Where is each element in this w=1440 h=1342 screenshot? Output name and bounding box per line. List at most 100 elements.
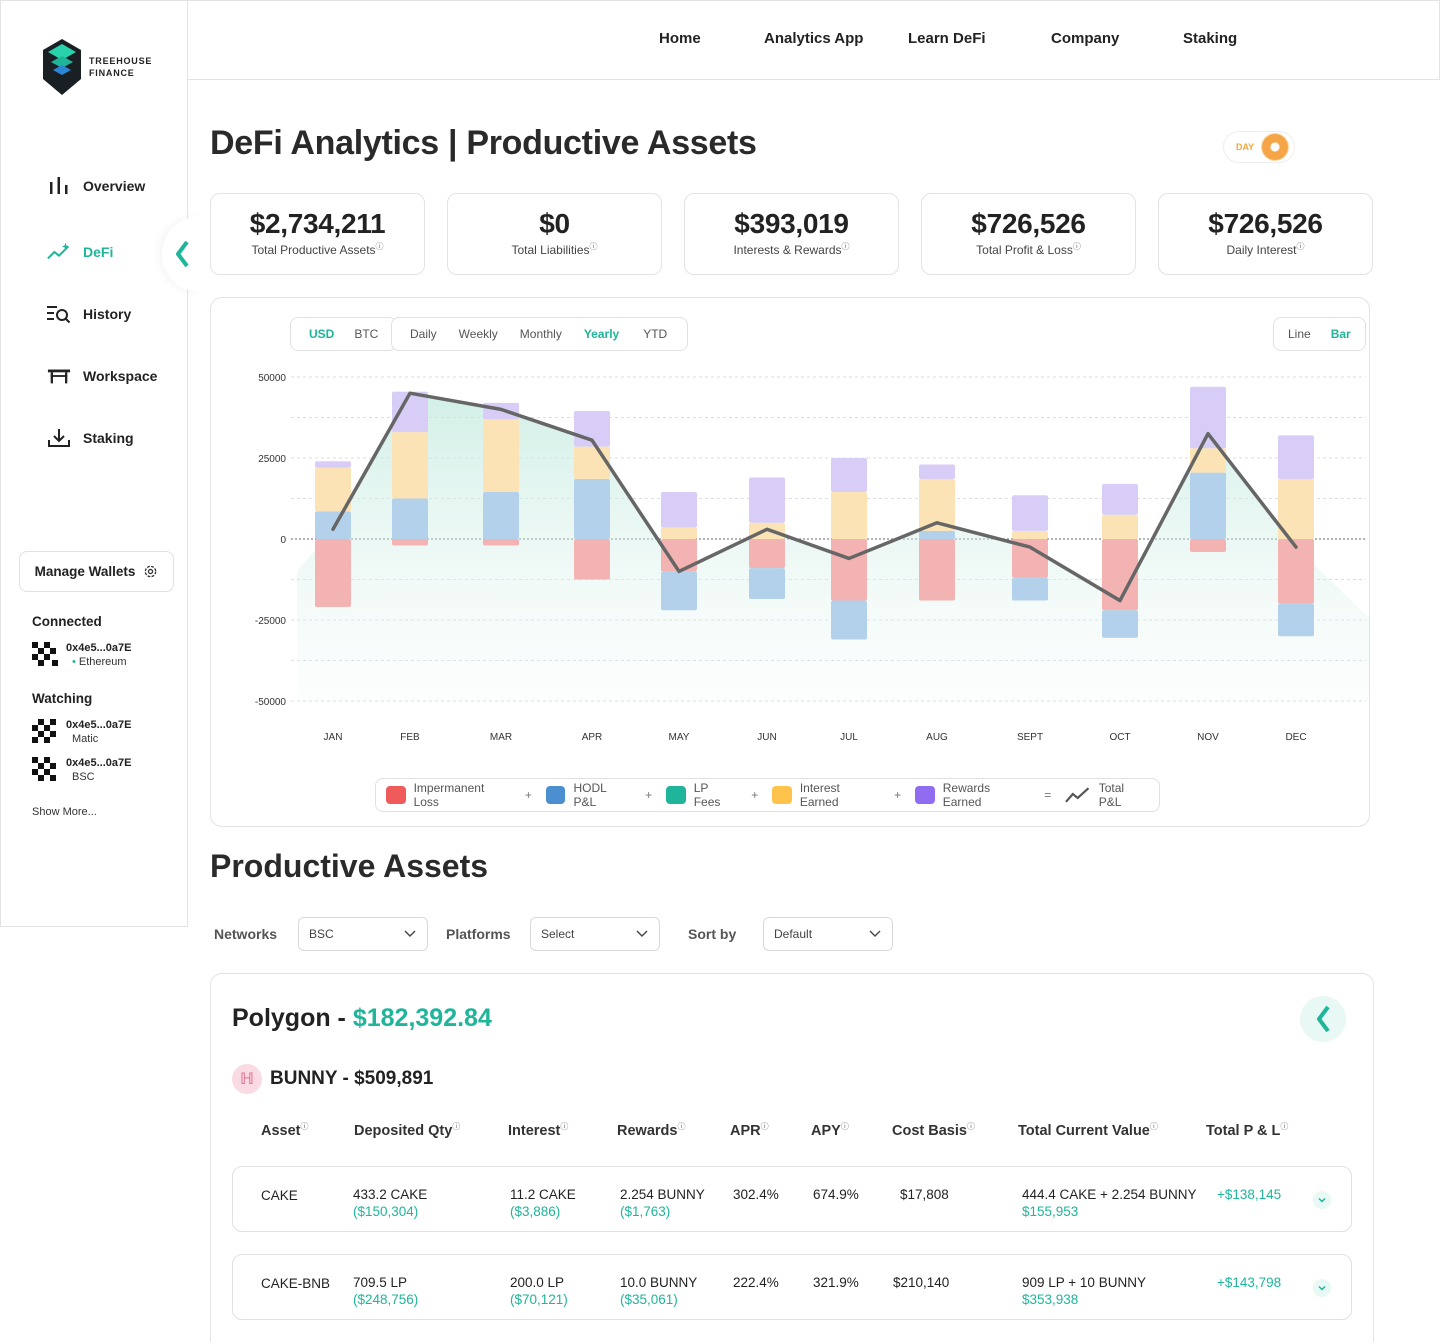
show-more-link[interactable]: Show More... xyxy=(32,806,97,818)
info-icon[interactable]: ⓘ xyxy=(375,242,384,251)
wallet-watching-matic[interactable]: 0x4e5...0a7E Matic xyxy=(32,718,131,746)
wallet-connected-ethereum[interactable]: 0x4e5...0a7E Ethereum xyxy=(32,641,131,669)
view-option-bar[interactable]: Bar xyxy=(1330,327,1351,341)
y-tick-label: 25000 xyxy=(258,454,286,465)
info-icon[interactable]: ⓘ xyxy=(841,242,850,251)
sidebar-item-overview[interactable]: Overview xyxy=(47,174,145,198)
column-header-apy[interactable]: APYⓘ xyxy=(811,1122,849,1139)
stat-label: Total Profit & Loss xyxy=(976,243,1073,257)
column-header-total-current-value[interactable]: Total Current Valueⓘ xyxy=(1018,1122,1158,1139)
stat-value: $2,734,211 xyxy=(249,208,386,239)
sidebar-item-staking[interactable]: Staking xyxy=(47,426,134,450)
info-icon[interactable]: ⓘ xyxy=(589,242,598,251)
sidebar-item-label: Workspace xyxy=(83,368,158,384)
bar-segment xyxy=(831,600,867,640)
sort-by-select[interactable]: Default xyxy=(763,917,893,951)
cell-current-value: 444.4 CAKE + 2.254 BUNNY $155,953 xyxy=(1022,1187,1197,1219)
sidebar-item-label: Staking xyxy=(83,430,134,446)
bar-segment xyxy=(574,446,610,480)
period-option-daily[interactable]: Daily xyxy=(410,327,437,341)
nav-learn-defi[interactable]: Learn DeFi xyxy=(908,30,986,47)
bar-segment xyxy=(1278,539,1314,604)
column-header-total-pl[interactable]: Total P & Lⓘ xyxy=(1206,1122,1289,1139)
sort-by-select-value: Default xyxy=(774,927,813,941)
currency-option-btc[interactable]: BTC xyxy=(354,327,379,341)
stat-card-total-productive-assets: $2,734,211 Total Productive Assetsⓘ xyxy=(210,193,425,275)
column-header-asset[interactable]: Assetⓘ xyxy=(261,1122,309,1139)
cell-total-pl: +$143,798 xyxy=(1217,1275,1282,1290)
column-header-cost-basis[interactable]: Cost Basisⓘ xyxy=(892,1122,975,1139)
bar-segment xyxy=(661,539,697,572)
brand-line-1: TREEHOUSE xyxy=(89,56,153,66)
platforms-select[interactable]: Select xyxy=(530,917,660,951)
gear-icon xyxy=(145,565,157,578)
nav-staking[interactable]: Staking xyxy=(1183,30,1238,47)
treehouse-logo-icon xyxy=(43,39,81,95)
table-row[interactable]: CAKE 433.2 CAKE ($150,304) 11.2 CAKE ($3,8… xyxy=(232,1166,1352,1232)
period-option-ytd[interactable]: YTD xyxy=(643,327,668,341)
networks-select[interactable]: BSC xyxy=(298,917,428,951)
logo[interactable]: TREEHOUSE FINANCE xyxy=(43,39,152,95)
section-title-productive-assets: Productive Assets xyxy=(210,848,489,884)
column-header-rewards[interactable]: Rewardsⓘ xyxy=(617,1122,686,1139)
period-option-monthly[interactable]: Monthly xyxy=(519,327,562,341)
stat-card-total-profit-loss: $726,526 Total Profit & Lossⓘ xyxy=(921,193,1136,275)
x-tick-label: JAN xyxy=(324,732,343,743)
bar-segment xyxy=(919,464,955,480)
network-panel-polygon: Polygon - $182,392.84 ℍ BUNNY - $509,891… xyxy=(210,973,1374,1342)
chevron-left-icon xyxy=(1317,1005,1330,1033)
stat-card-interests-rewards: $393,019 Interests & Rewardsⓘ xyxy=(684,193,899,275)
wallet-avatar-icon xyxy=(32,757,58,783)
manage-wallets-button[interactable]: Manage Wallets xyxy=(19,551,174,592)
network-collapse-button[interactable] xyxy=(1300,996,1346,1042)
nav-analytics-app[interactable]: Analytics App xyxy=(764,30,864,47)
stat-label: Total Productive Assets xyxy=(251,243,376,257)
bar-segment xyxy=(483,539,519,546)
networks-label: Networks xyxy=(214,926,278,942)
stat-label: Interests & Rewards xyxy=(733,243,842,257)
period-option-yearly[interactable]: Yearly xyxy=(583,327,620,341)
workspace-icon xyxy=(47,364,71,388)
legend-swatch xyxy=(772,786,792,804)
wallet-watching-bsc[interactable]: 0x4e5...0a7E BSC xyxy=(32,756,131,784)
wallet-avatar-icon xyxy=(32,642,58,668)
chevron-down-icon xyxy=(1318,1197,1326,1203)
x-tick-label: MAR xyxy=(490,732,512,743)
info-icon[interactable]: ⓘ xyxy=(1296,242,1305,251)
column-header-deposited-qty[interactable]: Deposited Qtyⓘ xyxy=(354,1122,461,1139)
sun-icon xyxy=(1262,134,1289,160)
period-toggle: Daily Weekly Monthly Yearly YTD xyxy=(391,317,689,351)
legend-swatch xyxy=(666,786,686,804)
row-expand-button[interactable] xyxy=(1313,1191,1331,1209)
y-tick-label: -25000 xyxy=(255,616,287,627)
sidebar-item-workspace[interactable]: Workspace xyxy=(47,364,157,388)
column-header-apr[interactable]: APRⓘ xyxy=(730,1122,769,1139)
theme-toggle[interactable]: DAY xyxy=(1223,131,1295,163)
view-option-line[interactable]: Line xyxy=(1288,327,1311,341)
sidebar-item-history[interactable]: History xyxy=(47,302,131,326)
row-expand-button[interactable] xyxy=(1313,1279,1331,1297)
info-icon: ⓘ xyxy=(1280,1122,1289,1131)
line-chart-icon xyxy=(1065,787,1090,803)
currency-option-usd[interactable]: USD xyxy=(309,327,335,341)
nav-company[interactable]: Company xyxy=(1051,30,1120,47)
sidebar-item-defi[interactable]: DeFi xyxy=(47,240,113,264)
period-option-weekly[interactable]: Weekly xyxy=(458,327,498,341)
column-header-interest[interactable]: Interestⓘ xyxy=(508,1122,569,1139)
nav-home[interactable]: Home xyxy=(659,30,701,47)
search-list-icon xyxy=(47,302,71,326)
info-icon: ⓘ xyxy=(966,1122,975,1131)
bar-segment xyxy=(919,479,955,531)
table-row[interactable]: CAKE-BNB 709.5 LP ($248,756) 200.0 LP ($70… xyxy=(232,1254,1352,1320)
y-tick-label: -50000 xyxy=(255,697,287,708)
bar-segment xyxy=(574,539,610,580)
bar-segment xyxy=(919,539,955,601)
info-icon[interactable]: ⓘ xyxy=(1072,242,1081,251)
stat-label: Total Liabilities xyxy=(511,243,590,257)
legend-swatch xyxy=(545,786,566,804)
cell-deposited: 709.5 LP ($248,756) xyxy=(353,1275,419,1307)
wallet-address: 0x4e5...0a7E xyxy=(66,757,132,769)
x-tick-label: NOV xyxy=(1197,732,1219,743)
wallet-address: 0x4e5...0a7E xyxy=(66,719,132,731)
network-total: $182,392.84 xyxy=(352,1004,492,1032)
